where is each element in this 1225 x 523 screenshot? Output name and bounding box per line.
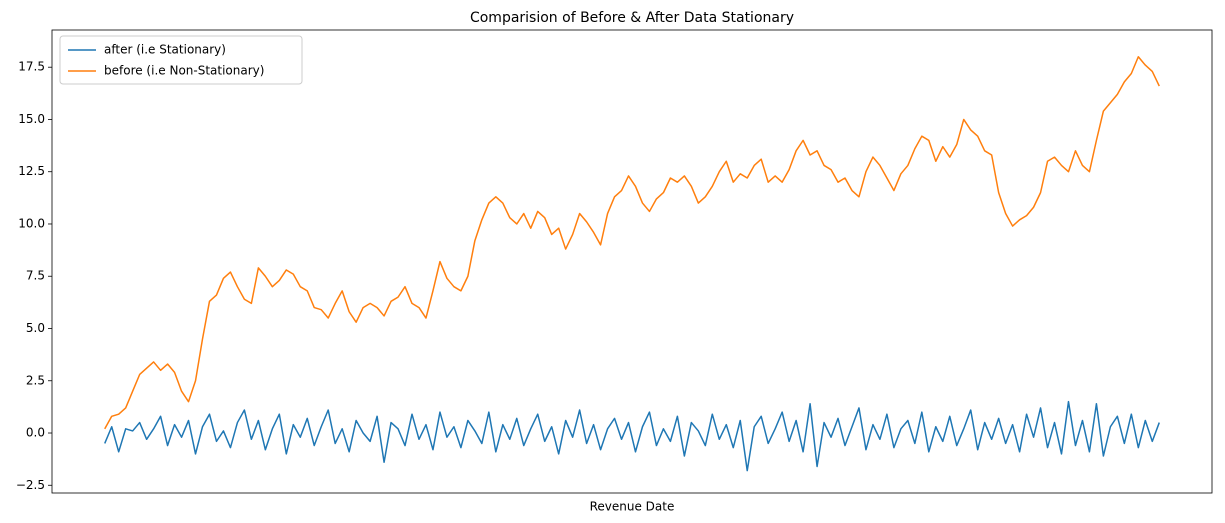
y-tick-label: 5.0 — [26, 321, 45, 335]
y-tick-label: 10.0 — [18, 216, 45, 230]
y-tick-label: −2.5 — [16, 478, 45, 492]
legend-label: before (i.e Non-Stationary) — [104, 64, 264, 78]
y-tick-label: 12.5 — [18, 164, 45, 178]
axes-frame — [51, 29, 1213, 494]
y-tick-label: 2.5 — [26, 373, 45, 387]
legend: after (i.e Stationary) before (i.e Non-St… — [59, 35, 303, 85]
y-tick-label: 7.5 — [26, 269, 45, 283]
x-axis-label: Revenue Date — [590, 500, 675, 514]
legend-label: after (i.e Stationary) — [104, 43, 226, 57]
chart-title: Comparision of Before & After Data Stati… — [470, 10, 794, 26]
y-tick-label: 15.0 — [18, 112, 45, 126]
line — [104, 56, 1160, 430]
y-tick-label: 17.5 — [18, 60, 45, 74]
legend-frame — [59, 35, 303, 85]
line — [104, 400, 1160, 472]
y-tick-label: 0.0 — [26, 426, 45, 440]
